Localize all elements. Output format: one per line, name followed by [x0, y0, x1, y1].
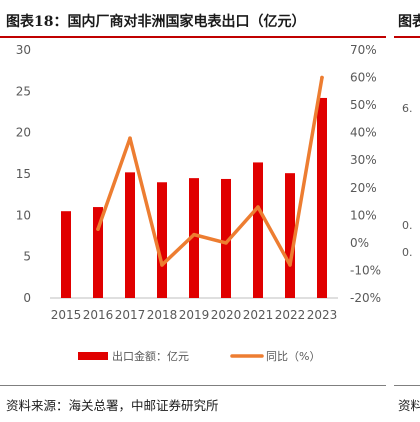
y2-axis-tick-label: -20% [350, 291, 381, 305]
footer-rule [0, 385, 386, 386]
next-chart-tick-fragment: 0. [402, 219, 413, 232]
x-axis-tick-label: 2020 [211, 308, 242, 322]
y-axis-tick-label: 0 [23, 291, 31, 305]
x-axis-tick-label: 2016 [83, 308, 114, 322]
y2-axis-tick-label: -10% [350, 263, 381, 277]
legend-label-bar: 出口金额：亿元 [112, 349, 189, 363]
y2-axis-tick-label: 60% [350, 71, 377, 85]
next-title-rule [394, 36, 420, 38]
y-axis-tick-label: 20 [16, 126, 31, 140]
bar [189, 178, 199, 298]
next-chart-tick-fragment: 0. [402, 246, 413, 259]
next-footer-rule [394, 385, 420, 386]
next-source-fragment: 资料 [398, 398, 420, 413]
title-rule [0, 36, 386, 38]
bar [157, 182, 167, 298]
x-axis-tick-label: 2018 [147, 308, 178, 322]
x-axis-tick-label: 2022 [275, 308, 306, 322]
y2-axis-tick-label: 40% [350, 126, 377, 140]
y2-axis-tick-label: 20% [350, 181, 377, 195]
line-point [256, 205, 260, 209]
y-axis-tick-label: 10 [16, 208, 31, 222]
source-note: 资料来源：海关总署，中邮证券研究所 [6, 398, 219, 413]
line-point [320, 75, 324, 80]
line-point [160, 263, 164, 267]
bar [61, 211, 71, 298]
chart: 0 5 10 15 20 25 30 -20% -10% 0% 10% 20% 30% 40% 50% 60%… [16, 43, 413, 363]
figure-title: 图表18：国内厂商对非洲国家电表出口（亿元） [6, 14, 306, 30]
y2-axis-tick-label: 50% [350, 98, 377, 112]
legend-swatch-bar [78, 352, 108, 360]
x-axis-tick-label: 2021 [243, 308, 274, 322]
y-axis-tick-label: 25 [16, 84, 31, 98]
bar [221, 178, 231, 298]
line-point [288, 263, 292, 267]
x-axis-tick-label: 2015 [51, 308, 82, 322]
y-axis-tick-label: 5 [23, 250, 31, 264]
bar [285, 173, 295, 298]
y-axis-tick-label: 30 [16, 43, 31, 57]
legend-label-line: 同比（%） [266, 350, 320, 363]
x-axis-tick-label: 2019 [179, 308, 210, 322]
y2-axis-tick-label: 10% [350, 208, 377, 222]
x-axis-tick-label: 2017 [115, 308, 146, 322]
next-chart-tick-fragment: 6. [402, 102, 413, 115]
bar [125, 172, 135, 298]
line-point [224, 241, 228, 245]
line-point [128, 136, 132, 140]
figure-title-bar: 图表18：国内厂商对非洲国家电表出口（亿元） 图表 [0, 8, 420, 36]
x-axis-tick-label: 2023 [307, 308, 338, 322]
line-point [96, 227, 100, 231]
next-figure-title-fragment: 图表 [398, 14, 420, 30]
bar [93, 207, 103, 298]
y-axis-tick-label: 15 [16, 167, 31, 181]
y2-axis-tick-label: 0% [350, 236, 369, 250]
line-point [192, 232, 196, 237]
y2-axis-tick-label: 30% [350, 153, 377, 167]
bar [317, 97, 327, 299]
bar [253, 162, 263, 298]
line-series [96, 75, 324, 267]
y2-axis-tick-label: 70% [350, 43, 377, 57]
